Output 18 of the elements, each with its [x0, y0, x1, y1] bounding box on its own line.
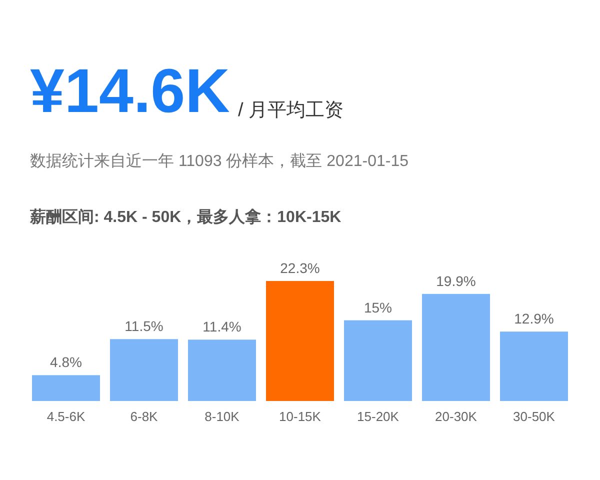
- x-tick-label: 15-20K: [357, 409, 400, 424]
- data-label: 19.9%: [436, 272, 476, 289]
- data-label: 4.8%: [50, 354, 82, 370]
- data-label: 11.4%: [202, 318, 242, 335]
- data-label: 11.5%: [124, 318, 164, 334]
- text: 数据统计来自近一年 11093 份样本，截至 2021-01-15: [30, 152, 409, 170]
- chart-subtitle: / 月平均工资: [238, 100, 344, 121]
- x-tick-label: 8-10K: [204, 409, 240, 424]
- text: 薪酬区间: 4.5K - 50K，最多人拿：10K-15K: [29, 208, 342, 226]
- x-tick-label: 20-30K: [435, 409, 478, 424]
- chart-title: ¥14.6K: [30, 57, 230, 126]
- x-tick-label: 4.5-6K: [46, 409, 86, 424]
- data-label: 22.3%: [280, 260, 320, 276]
- x-tick-label: 10-15K: [279, 409, 322, 424]
- x-tick-label: 30-50K: [513, 409, 556, 424]
- data-label: 12.9%: [514, 310, 554, 327]
- data-label: 15%: [364, 299, 392, 316]
- x-tick-label: 6-8K: [130, 409, 158, 424]
